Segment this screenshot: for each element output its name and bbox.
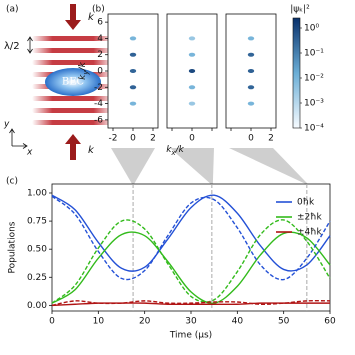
y-axis-label: Populations: [8, 221, 18, 273]
x-tick-label: 2: [268, 134, 274, 144]
series-line: [51, 300, 331, 307]
x-tick-label: 0: [248, 134, 254, 144]
zoom-wedge: [111, 148, 155, 184]
x-axis-label-part: /k: [175, 145, 185, 155]
diffraction-peak: [129, 101, 137, 106]
x-tick-label: 0: [189, 134, 195, 144]
x-axis-label: kx/k: [166, 145, 184, 158]
panel-label: (b): [92, 5, 105, 15]
y-axis-label-part: k: [78, 74, 88, 80]
x-tick-label: 30: [185, 317, 197, 327]
beam-arrow: [65, 4, 81, 30]
y-tick-label: -2: [94, 83, 103, 93]
zoom-wedge: [170, 148, 214, 184]
colorbar: [292, 17, 301, 129]
y-tick-label: 0.00: [27, 301, 47, 311]
y-axis-label: ky/k: [78, 61, 91, 79]
diffraction-peak: [247, 69, 255, 73]
x-tick-label: 60: [324, 317, 336, 327]
diffraction-peak: [129, 36, 137, 41]
x-tick-label: 50: [278, 317, 290, 327]
axis-label: y: [3, 120, 10, 130]
bec-cloud: [45, 68, 101, 96]
x-tick-label: 2: [150, 134, 156, 144]
x-axis-label-part: k: [166, 145, 172, 155]
diffraction-peak: [247, 85, 255, 90]
diffraction-peak: [247, 36, 255, 41]
diffraction-peak: [247, 101, 255, 106]
panel-label: (c): [6, 177, 18, 187]
y-tick-label: 0.75: [27, 217, 47, 227]
x-tick-label: -2: [109, 134, 118, 144]
diffraction-peak: [129, 69, 137, 73]
x-axis-label: Time (μs): [169, 331, 212, 341]
y-tick-label: -6: [94, 115, 103, 125]
diffraction-peak: [129, 52, 137, 57]
colorbar-tick-label: 10⁻³: [304, 99, 324, 109]
diffraction-peak: [188, 85, 196, 90]
x-tick-label: 10: [93, 317, 105, 327]
y-tick-label: 2: [97, 50, 103, 60]
diffraction-peak: [129, 85, 137, 90]
beam-arrow: [65, 134, 81, 160]
y-tick-label: 0: [97, 67, 103, 77]
y-tick-label: 1.00: [27, 188, 47, 198]
diffraction-peak: [188, 69, 196, 73]
y-tick-label: 0.50: [27, 245, 47, 255]
y-axis-label-part: /k: [78, 61, 88, 71]
diffraction-peak: [188, 36, 196, 41]
legend-label: 0ħk: [297, 198, 315, 208]
x-tick-label: 40: [232, 317, 244, 327]
wavevector-label: k: [88, 145, 95, 156]
y-tick-label: -4: [94, 99, 103, 109]
y-tick-label: 4: [97, 34, 103, 44]
spacing-arrow: [27, 36, 33, 54]
legend-label: ±2ħk: [297, 213, 323, 223]
series-line: [51, 194, 331, 272]
bec-label: BEC: [62, 77, 85, 88]
colorbar-tick-label: 10⁰: [304, 24, 319, 34]
series-line: [51, 302, 330, 307]
diffraction-peak: [247, 52, 255, 57]
colorbar-tick-label: 10⁻¹: [304, 49, 324, 59]
legend-label: ±4ħk: [297, 228, 323, 238]
y-tick-label: 6: [97, 18, 103, 28]
axis-label: x: [26, 148, 33, 158]
x-tick-label: 0: [49, 317, 55, 327]
colorbar-tick-label: 10⁻⁴: [304, 124, 324, 134]
zoom-wedge: [229, 148, 308, 184]
panel-label: (a): [6, 5, 19, 15]
colorbar-tick-label: 10⁻²: [304, 74, 324, 84]
y-tick-label: 0.25: [27, 273, 47, 283]
diffraction-peak: [188, 101, 196, 106]
diffraction-peak: [188, 52, 196, 57]
wavevector-label: k: [88, 12, 95, 23]
colorbar-label: |ψₖ|²: [290, 5, 310, 15]
spacing-label: λ/2: [4, 41, 20, 52]
series-line: [51, 231, 331, 304]
y-axis-label-part: y: [82, 70, 90, 76]
x-tick-label: 20: [139, 317, 151, 327]
axes-icon: [9, 128, 28, 149]
series-line: [51, 195, 331, 281]
x-axis-label-part: x: [170, 149, 176, 157]
series-line: [51, 219, 331, 304]
x-tick-label: 0: [130, 134, 136, 144]
